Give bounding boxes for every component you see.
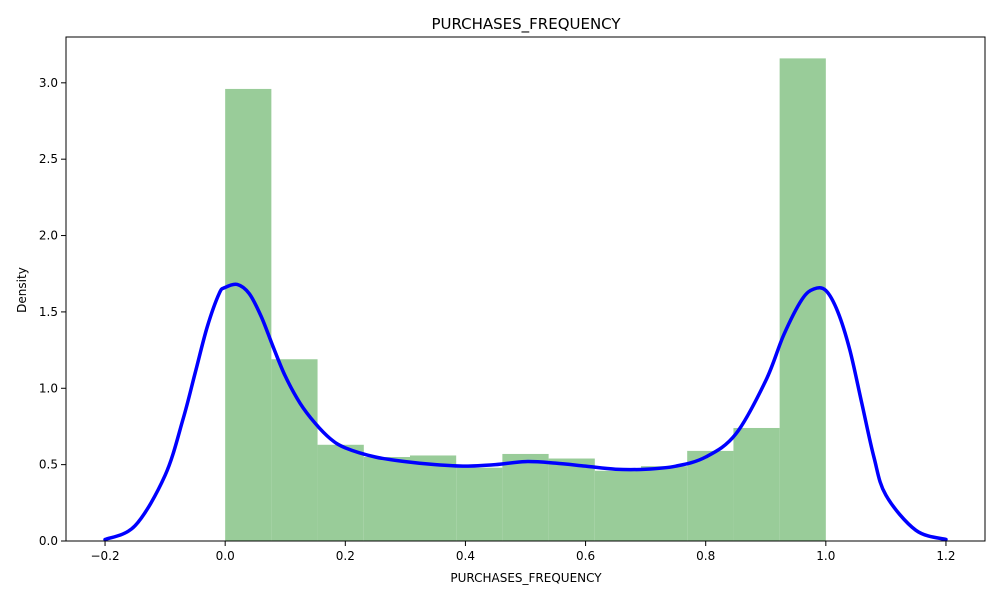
histogram-bar [594,470,642,541]
x-tick-label: 0.6 [576,549,595,563]
histogram-bar [687,450,734,541]
chart-title: PURCHASES_FREQUENCY [431,15,621,34]
histogram-bar [225,88,272,541]
x-tick-label: 0.0 [216,549,235,563]
histogram-bar [317,444,364,541]
x-tick-label: 1.0 [816,549,835,563]
histogram-bar [548,458,595,541]
histogram-bar [641,466,688,541]
y-axis-label: Density [15,267,29,313]
x-tick-label: 0.8 [696,549,715,563]
x-tick-label: 1.2 [936,549,955,563]
plot-frame [65,36,986,542]
histogram-bar [363,457,410,541]
histogram-bar [733,427,780,541]
y-tick-label: 1.5 [39,305,58,319]
y-tick-label: 0.0 [39,534,58,548]
y-axis-ticks: 0.0 0.5 1.0 1.5 2.0 2.5 3.0 [39,76,66,548]
y-tick-label: 2.0 [39,229,58,243]
x-axis-label: PURCHASES_FREQUENCY [450,571,602,585]
histogram-bar [456,467,503,541]
histogram-bar [409,455,457,541]
histogram-bars [225,58,826,542]
y-tick-label: 1.0 [39,381,58,395]
kde-line [103,282,948,542]
x-tick-label: 0.2 [336,549,355,563]
x-tick-label: −0.2 [90,549,119,563]
x-tick-label: 0.4 [456,549,475,563]
y-tick-label: 2.5 [39,152,58,166]
histogram-bar [271,359,318,541]
y-tick-label: 0.5 [39,458,58,472]
x-axis-ticks: −0.2 0.0 0.2 0.4 0.6 0.8 1.0 1.2 [90,541,956,563]
y-tick-label: 3.0 [39,76,58,90]
histogram-bar [502,453,549,541]
